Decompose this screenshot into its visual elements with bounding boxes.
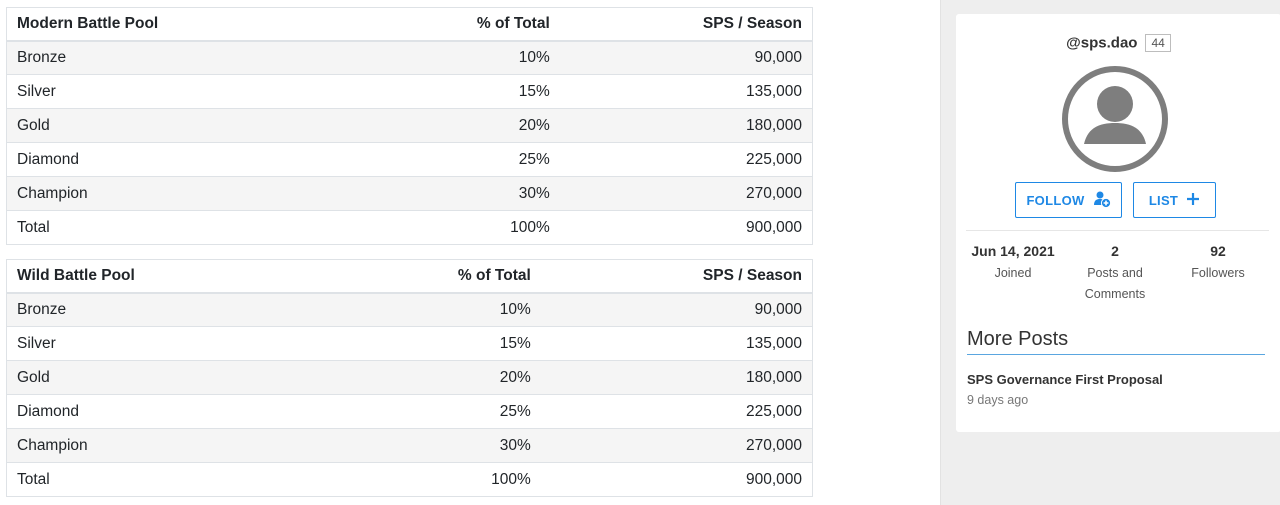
follow-button[interactable]: FOLLOW bbox=[1015, 182, 1122, 218]
percent-cell: 15% bbox=[326, 74, 560, 109]
sidebar: @sps.dao 44 FOLLOW LIST bbox=[940, 0, 1280, 505]
percent-cell: 30% bbox=[326, 428, 541, 463]
league-cell: Diamond bbox=[6, 142, 327, 177]
sps-cell: 270,000 bbox=[559, 176, 813, 211]
column-header-percent: % of Total bbox=[326, 7, 560, 42]
plus-icon bbox=[1186, 192, 1200, 209]
default-user-avatar-icon[interactable] bbox=[1062, 66, 1168, 172]
percent-cell: 10% bbox=[326, 292, 541, 327]
follow-button-label: FOLLOW bbox=[1026, 192, 1085, 208]
league-cell: Gold bbox=[6, 108, 327, 143]
profile-stats: Jun 14, 2021 Joined 2 Posts and Comments… bbox=[966, 230, 1269, 301]
league-cell: Total bbox=[6, 210, 327, 245]
column-header-sps: SPS / Season bbox=[540, 259, 813, 294]
sps-cell: 225,000 bbox=[540, 394, 813, 429]
table-row: Champion 30% 270,000 bbox=[6, 428, 813, 463]
table-row: Diamond 25% 225,000 bbox=[6, 142, 813, 177]
reputation-badge: 44 bbox=[1145, 34, 1171, 52]
more-posts-item-time: 9 days ago bbox=[967, 393, 1029, 407]
list-button-label: LIST bbox=[1148, 192, 1179, 208]
list-button[interactable]: LIST bbox=[1133, 182, 1216, 218]
stat-posts[interactable]: 2 Posts and Comments bbox=[1065, 242, 1165, 305]
sps-cell: 900,000 bbox=[559, 210, 813, 245]
table-row-total: Total 100% 900,000 bbox=[6, 210, 813, 245]
joined-label: Joined bbox=[994, 266, 1032, 280]
posts-label: Posts and Comments bbox=[1084, 266, 1146, 301]
sps-cell: 135,000 bbox=[559, 74, 813, 109]
percent-cell: 20% bbox=[326, 360, 541, 395]
more-posts-item-link[interactable]: SPS Governance First Proposal bbox=[967, 372, 1163, 387]
table-row: Gold 20% 180,000 bbox=[6, 360, 813, 395]
table-header-row: Wild Battle Pool % of Total SPS / Season bbox=[6, 259, 813, 294]
joined-date: Jun 14, 2021 bbox=[971, 243, 1055, 259]
sps-cell: 180,000 bbox=[540, 360, 813, 395]
league-cell: Bronze bbox=[6, 40, 327, 75]
column-header-percent: % of Total bbox=[326, 259, 541, 294]
league-cell: Total bbox=[6, 462, 327, 497]
followers-count: 92 bbox=[1210, 243, 1226, 259]
league-cell: Champion bbox=[6, 428, 327, 463]
column-header-sps: SPS / Season bbox=[559, 7, 813, 42]
table-row: Gold 20% 180,000 bbox=[6, 108, 813, 143]
profile-handle-link[interactable]: @sps.dao bbox=[1066, 34, 1138, 52]
wild-battle-pool-table: Wild Battle Pool % of Total SPS / Season… bbox=[6, 259, 813, 497]
sps-cell: 900,000 bbox=[540, 462, 813, 497]
table-row: Bronze 10% 90,000 bbox=[6, 40, 813, 75]
table-row-total: Total 100% 900,000 bbox=[6, 462, 813, 497]
league-cell: Diamond bbox=[6, 394, 327, 429]
followers-label: Followers bbox=[1191, 266, 1245, 280]
sps-cell: 90,000 bbox=[559, 40, 813, 75]
percent-cell: 100% bbox=[326, 462, 541, 497]
table-row: Diamond 25% 225,000 bbox=[6, 394, 813, 429]
stat-followers[interactable]: 92 Followers bbox=[1168, 242, 1268, 284]
league-cell: Silver bbox=[6, 326, 327, 361]
percent-cell: 30% bbox=[326, 176, 560, 211]
column-header-pool: Modern Battle Pool bbox=[6, 7, 327, 42]
percent-cell: 20% bbox=[326, 108, 560, 143]
sps-cell: 225,000 bbox=[559, 142, 813, 177]
percent-cell: 100% bbox=[326, 210, 560, 245]
league-cell: Gold bbox=[6, 360, 327, 395]
add-person-icon bbox=[1093, 190, 1111, 211]
league-cell: Silver bbox=[6, 74, 327, 109]
stat-joined: Jun 14, 2021 Joined bbox=[963, 242, 1063, 284]
table-header-row: Modern Battle Pool % of Total SPS / Seas… bbox=[6, 7, 813, 42]
modern-battle-pool-table: Modern Battle Pool % of Total SPS / Seas… bbox=[6, 7, 813, 245]
table-row: Champion 30% 270,000 bbox=[6, 176, 813, 211]
percent-cell: 25% bbox=[326, 394, 541, 429]
sps-cell: 135,000 bbox=[540, 326, 813, 361]
league-cell: Champion bbox=[6, 176, 327, 211]
posts-count: 2 bbox=[1111, 243, 1119, 259]
sps-cell: 180,000 bbox=[559, 108, 813, 143]
profile-card: @sps.dao 44 FOLLOW LIST bbox=[956, 14, 1280, 432]
percent-cell: 15% bbox=[326, 326, 541, 361]
table-row: Bronze 10% 90,000 bbox=[6, 292, 813, 327]
percent-cell: 25% bbox=[326, 142, 560, 177]
league-cell: Bronze bbox=[6, 292, 327, 327]
sps-cell: 90,000 bbox=[540, 292, 813, 327]
column-header-pool: Wild Battle Pool bbox=[6, 259, 327, 294]
main-content: Modern Battle Pool % of Total SPS / Seas… bbox=[6, 7, 813, 497]
table-row: Silver 15% 135,000 bbox=[6, 326, 813, 361]
percent-cell: 10% bbox=[326, 40, 560, 75]
more-posts-heading: More Posts bbox=[967, 328, 1265, 355]
profile-header: @sps.dao 44 bbox=[956, 34, 1280, 52]
sps-cell: 270,000 bbox=[540, 428, 813, 463]
table-row: Silver 15% 135,000 bbox=[6, 74, 813, 109]
